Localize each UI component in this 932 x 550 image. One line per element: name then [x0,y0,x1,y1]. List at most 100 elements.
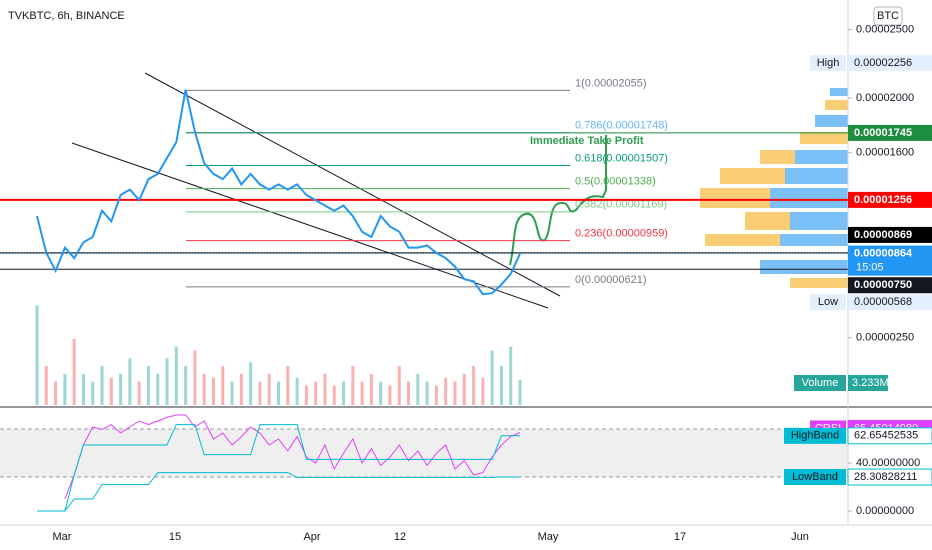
volume-bar [146,366,150,405]
volume-bar [277,381,280,405]
fib-label: 0.5(0.00001338) [575,176,656,188]
x-tick-label: May [538,531,559,543]
price-tag-value: 0.00000864 [854,248,913,260]
volume-bar [323,373,327,405]
volume-bar [239,373,243,405]
crsi-tick-label: 40.00000000 [856,457,920,469]
volume-bar [211,377,215,405]
y-tick-label: 0.00000250 [856,332,914,344]
fib-label: 0.618(0.00001507) [575,152,668,164]
volume-bar [44,366,48,405]
price-tag-value: 0.00000750 [854,279,912,291]
volume-bar [397,366,401,405]
volume-bar [453,381,457,405]
volume-bar [249,362,253,405]
volume-bar [100,366,104,405]
x-tick-label: 12 [394,531,406,543]
volume-bar [407,381,411,405]
volume-bar [221,366,225,405]
price-tag-name: Low [818,296,838,308]
price-tag [848,277,932,294]
volume-bar [193,350,197,405]
price-tag [848,54,932,71]
volume-bar [481,377,485,405]
price-tag [848,294,932,311]
price-tag [848,226,932,243]
fib-label: 0.236(0.00000959) [575,227,668,239]
volume-bar [332,385,336,405]
price-tag-name-box [810,294,846,311]
volume-bar [230,381,234,405]
crsi-line [37,472,520,512]
crsi-line [64,414,521,500]
crsi-tag [847,427,932,445]
volume-bar [54,381,58,405]
currency-button[interactable] [873,6,903,26]
volume-tag-name: Volume [802,377,839,389]
volume-bar [351,366,355,405]
volume-profile [700,88,848,288]
price-tag-value: 0.00000869 [854,229,912,241]
volume-bar [137,381,141,405]
volume-bar [81,373,85,405]
crsi-tag-name-box [784,427,846,444]
x-tick-label: Jun [791,531,809,543]
volume-tag-name-box [794,375,846,391]
volume-bar [425,381,429,405]
volume-bar [35,305,39,405]
y-tick-label: 0.00002500 [856,23,914,35]
crsi-band-fill [0,429,848,477]
fib-label: 1(0.00002055) [575,77,647,89]
volume-bar [128,358,132,405]
volume-bar [434,385,438,405]
annotation: Immediate Take Profit [530,135,644,147]
currency-label: BTC [877,10,899,22]
crsi-tag-name: LowBand [792,471,838,483]
trend-line [144,72,561,297]
volume-bar [72,338,76,405]
price-tag-value: 0.00000568 [854,296,912,308]
x-tick-label: 17 [674,531,686,543]
volume-bar [518,379,522,405]
projection-path [509,135,607,266]
price-tag-value: 0.00002256 [854,57,912,69]
volume-bar [174,346,178,405]
fib-label: 0.382(0.00001169) [575,199,667,211]
volume-bar [360,381,364,405]
volume-bar [286,366,290,405]
volume-bar [314,381,318,405]
price-tag-name-box [810,54,846,71]
price-tag-time: 15:05 [856,262,884,274]
volume-bar [165,358,169,405]
volume-bar [267,373,271,405]
volume-bar [499,366,503,405]
volume-bar [416,373,420,405]
volume-bar [379,381,383,405]
volume-bar [202,373,206,405]
y-tick-label: 0.00002000 [856,92,914,104]
volume-bar [109,377,113,405]
volume-bar [388,385,392,405]
fib-label: 0.786(0.00001748) [575,119,668,131]
crsi-tag-name: HighBand [791,430,839,442]
crsi-tag [847,468,932,486]
crsi-tick-label: 0.00000000 [856,505,914,517]
volume-tag [848,375,888,391]
x-tick-label: Mar [53,531,72,543]
volume-tag-value: 3.233M [852,377,889,389]
volume-bar [63,373,67,405]
volume-bar [156,373,160,405]
price-tag-value: 0.00001745 [854,127,912,139]
volume-bar [184,366,188,405]
volume-bar [295,377,299,405]
price-tag-value: 0.00001256 [854,194,912,206]
volume-bar [462,373,466,405]
price-tag [848,245,932,276]
crsi-tag-name-box [784,469,846,486]
volume-bar [369,373,373,405]
volume-bar [91,381,95,405]
volume-bar [472,366,476,405]
x-tick-label: Apr [303,531,320,543]
volume-bar [490,350,494,405]
